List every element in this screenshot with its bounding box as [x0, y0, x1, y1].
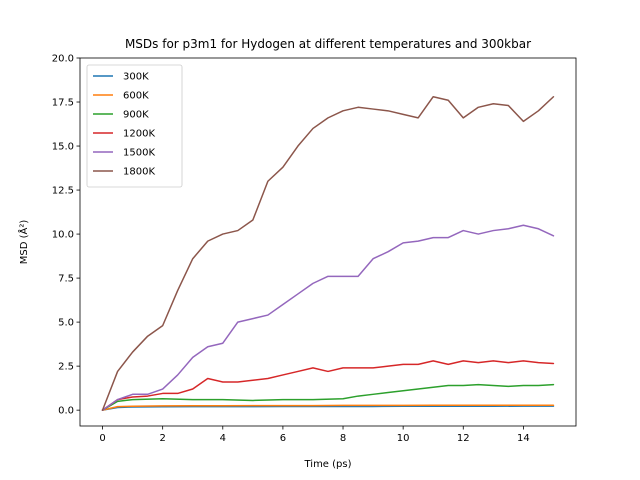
series-line-300k	[101, 405, 555, 411]
y-tick-label: 15.0	[52, 142, 74, 153]
x-tick-label: 14	[517, 433, 530, 444]
x-tick-label: 10	[397, 433, 410, 444]
axes-frame	[79, 57, 577, 427]
x-tick-label: 8	[340, 433, 346, 444]
legend: 300K 600K 900K 1200K 1500K 1800K	[86, 64, 183, 188]
x-tick-label: 6	[280, 433, 286, 444]
axes-layer: 0 2 4 6 8 10 12 14 0.0 2.5 5.0 7.5 10.0 12.5 15.0 17.5 2…	[52, 54, 577, 444]
y-axis-label: MSD (Å²)	[17, 220, 30, 265]
series-line-1500k	[101, 224, 555, 411]
legend-label: 300K	[123, 72, 149, 83]
y-tick-label: 17.5	[52, 98, 74, 109]
series-line-1800k	[101, 95, 555, 411]
y-tick-label: 2.5	[58, 362, 74, 373]
chart-title: MSDs for p3m1 for Hydogen at different t…	[125, 37, 531, 51]
x-tick-label: 0	[99, 433, 105, 444]
y-tick-label: 0.0	[58, 406, 74, 417]
series-line-1200k	[101, 360, 555, 411]
x-axis-label: Time (ps)	[303, 459, 351, 470]
y-tick-label: 12.5	[52, 186, 74, 197]
legend-label: 1800K	[123, 167, 155, 178]
y-tick-label: 10.0	[52, 230, 74, 241]
legend-label: 1500K	[123, 148, 155, 159]
legend-label: 1200K	[123, 129, 155, 140]
x-tick-label: 12	[457, 433, 470, 444]
x-tick-label: 2	[159, 433, 165, 444]
y-tick-label: 20.0	[52, 54, 74, 65]
y-tick-label: 5.0	[58, 318, 74, 329]
series-line-900k	[101, 383, 555, 411]
x-tick-label: 4	[220, 433, 226, 444]
series-layer	[101, 95, 555, 411]
legend-label: 600K	[123, 91, 149, 102]
y-tick-label: 7.5	[58, 274, 74, 285]
series-line-600k	[101, 404, 555, 411]
legend-label: 900K	[123, 110, 149, 121]
